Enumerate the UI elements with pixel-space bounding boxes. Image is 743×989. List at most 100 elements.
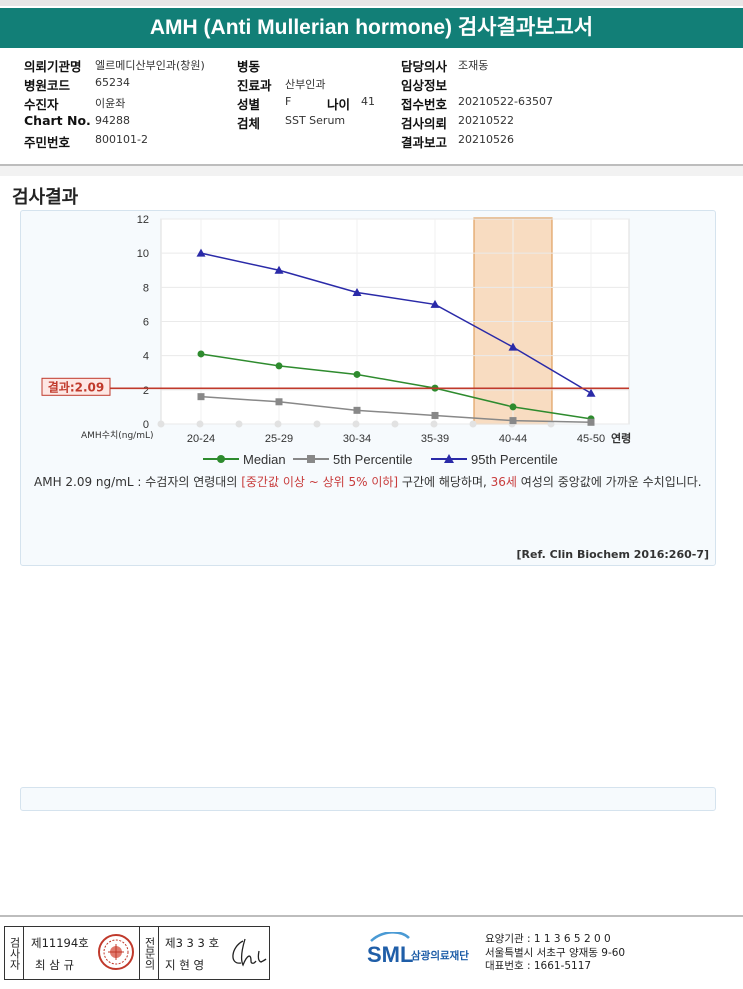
x-tick-label: 40-44 xyxy=(499,433,527,445)
receipt-label: 접수번호 xyxy=(401,97,448,112)
doctor-value: 조재동 xyxy=(458,59,489,72)
id-no-label: 주민번호 xyxy=(24,135,71,150)
data-point xyxy=(509,417,517,425)
doctor-license-no: 제3 3 3 호 xyxy=(165,936,220,950)
axis-dot xyxy=(391,420,399,428)
y-tick-label: 8 xyxy=(143,282,149,294)
specimen-value: SST Serum xyxy=(285,114,346,127)
clinical-label: 임상정보 xyxy=(401,78,448,93)
org-address: 서울특별시 서초구 양재동 9-60 xyxy=(485,946,626,959)
comment-text-3: 여성의 중앙값에 가까운 수치입니다. xyxy=(516,475,702,489)
receipt-value: 20210522-63507 xyxy=(458,95,553,108)
legend-marker xyxy=(217,455,225,463)
code-label: 병원코드 xyxy=(24,78,71,93)
result-label: 결과:2.09 xyxy=(48,379,105,394)
data-point xyxy=(196,248,206,257)
comment-highlight-age: 36세 xyxy=(490,475,517,489)
age-label: 나이 xyxy=(327,97,351,112)
ward-label: 병동 xyxy=(237,59,261,74)
legend-label: 95th Percentile xyxy=(471,452,558,467)
tester-name: 최 삼 규 xyxy=(35,958,75,972)
series-line xyxy=(200,395,592,424)
legend-label: Median xyxy=(243,452,286,467)
data-point xyxy=(586,388,596,397)
sml-logo-text: SML xyxy=(367,942,413,967)
axis-dot xyxy=(274,420,282,428)
axis-dot xyxy=(196,420,204,428)
tester-license-no: 제11194호 xyxy=(31,936,89,950)
y-axis-label: AMH수치(ng/mL) xyxy=(81,429,154,441)
data-point xyxy=(430,299,440,308)
data-point xyxy=(353,370,361,378)
tester-seal-icon xyxy=(98,934,134,970)
request-label: 검사의뢰 xyxy=(401,116,448,131)
x-tick-label: 20-24 xyxy=(187,433,215,445)
doctor-signature-icon xyxy=(232,938,267,967)
y-tick-label: 10 xyxy=(137,248,149,260)
y-tick-label: 4 xyxy=(143,351,149,363)
report-title: AMH (Anti Mullerian hormone) 검사결과보고서 xyxy=(0,8,743,48)
y-tick-label: 0 xyxy=(143,419,149,431)
axis-dot xyxy=(430,420,438,428)
x-axis-end-label: 연령 xyxy=(611,431,631,445)
notes-panel xyxy=(20,787,716,811)
amh-chart: 0 2 4 6 8 10 12 20-24 25-29 30-34 35-39 40-44 45-50 연… xyxy=(41,214,631,467)
data-point xyxy=(587,418,595,426)
sex-label: 성별 xyxy=(237,97,261,112)
code-value: 65234 xyxy=(95,76,130,89)
series-line xyxy=(200,353,592,420)
patient-info-block: 의뢰기관명 엘르메디산부인과(창원) 병동 담당의사 조재동 병원코드 6523… xyxy=(0,52,743,166)
data-point xyxy=(274,265,284,274)
tester-vertical-label: 검사자 xyxy=(5,927,24,979)
x-tick-label: 25-29 xyxy=(265,433,293,445)
y-tick-label: 12 xyxy=(137,214,149,226)
legend-marker xyxy=(307,455,315,463)
y-tick-label: 6 xyxy=(143,317,149,329)
data-point xyxy=(275,398,283,406)
result-comment: AMH 2.09 ng/mL : 수검자의 연령대의 [중간값 이상 ~ 상위 … xyxy=(34,473,714,491)
axis-dot xyxy=(313,420,321,428)
doctor-vertical-label: 전문의 xyxy=(139,927,159,979)
report-date-value: 20210526 xyxy=(458,133,514,146)
report-date-label: 결과보고 xyxy=(401,135,448,150)
data-point xyxy=(353,406,361,414)
legend-marker xyxy=(444,454,454,463)
hospital-label: 의뢰기관명 xyxy=(24,59,82,74)
legend-label: 5th Percentile xyxy=(333,452,413,467)
series-line xyxy=(200,252,592,394)
chart-no-label: Chart No. xyxy=(24,113,91,128)
axis-dot xyxy=(547,420,555,428)
dept-label: 진료과 xyxy=(237,78,272,93)
data-point xyxy=(508,342,518,351)
data-point xyxy=(352,287,362,296)
org-name: 삼광의료재단 xyxy=(411,949,469,962)
sex-value: F xyxy=(285,95,292,108)
dept-value: 산부인과 xyxy=(285,78,326,91)
x-tick-label: 45-50 xyxy=(577,433,605,445)
doctor-label: 담당의사 xyxy=(401,59,448,74)
top-border xyxy=(0,0,743,6)
reference-citation: [Ref. Clin Biochem 2016:260-7] xyxy=(516,548,709,561)
section-title: 검사결과 xyxy=(12,187,79,208)
doctor-name: 지 현 영 xyxy=(165,958,205,972)
axis-dot xyxy=(352,420,360,428)
hospital-value: 엘르메디산부인과(창원) xyxy=(95,59,205,72)
footer-divider xyxy=(0,915,743,917)
request-value: 20210522 xyxy=(458,114,514,127)
specimen-label: 검체 xyxy=(237,116,261,131)
axis-dot xyxy=(469,420,477,428)
section-divider xyxy=(0,166,743,176)
data-point xyxy=(509,403,517,411)
data-point xyxy=(197,350,205,358)
x-tick-label: 30-34 xyxy=(343,433,371,445)
data-point xyxy=(197,393,205,401)
chart-no-value: 94288 xyxy=(95,114,130,127)
result-label-box xyxy=(41,377,111,396)
patient-label: 수진자 xyxy=(24,97,59,112)
comment-text-1: AMH 2.09 ng/mL : 수검자의 연령대의 xyxy=(34,475,242,489)
sml-logo-icon: SML 삼광의료재단 xyxy=(367,932,469,967)
axis-dot xyxy=(235,420,243,428)
comment-highlight-range: [중간값 이상 ~ 상위 5% 이하] xyxy=(241,475,399,489)
org-contact: 요양기관 : 1 1 3 6 5 2 0 0 서울특별시 서초구 양재동 9-6… xyxy=(485,933,625,974)
institution-number: 요양기관 : 1 1 3 6 5 2 0 0 xyxy=(485,933,611,945)
